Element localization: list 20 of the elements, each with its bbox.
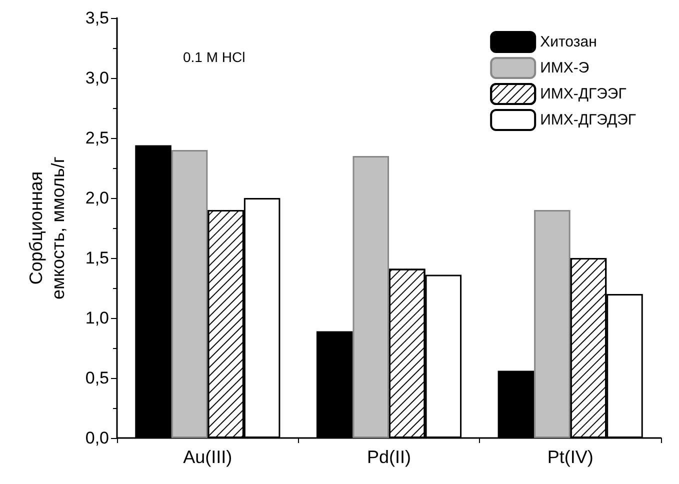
- bar: [171, 150, 208, 438]
- y-tick-label: 2,5: [85, 128, 109, 148]
- y-tick-label: 2,0: [85, 188, 109, 208]
- y-tick-label: 0,5: [85, 368, 109, 388]
- y-tick-label: 3,5: [85, 8, 109, 28]
- annotation: 0.1 M HCl: [183, 49, 246, 65]
- y-tick-label: 3,0: [85, 68, 109, 88]
- legend-label: ИМХ-ДГЭЭГ: [540, 86, 626, 102]
- legend-label: Хитозан: [540, 34, 597, 50]
- y-tick-label: 0,0: [85, 428, 109, 448]
- x-tick-label: Pd(II): [366, 447, 412, 467]
- x-tick-label: Au(III): [183, 447, 232, 467]
- legend-label: ИМХ-ДГЭДЭГ: [540, 112, 636, 128]
- y-tick-label: 1,0: [85, 308, 109, 328]
- y-tick-label: 1,5: [85, 248, 109, 268]
- legend-label: ИМХ-Э: [540, 60, 590, 76]
- x-tick-label: Pt(IV): [547, 447, 594, 467]
- bar: [534, 210, 570, 438]
- bar: [352, 156, 389, 438]
- y-axis-title: Сорбционная емкость, ммоль/г: [26, 156, 68, 300]
